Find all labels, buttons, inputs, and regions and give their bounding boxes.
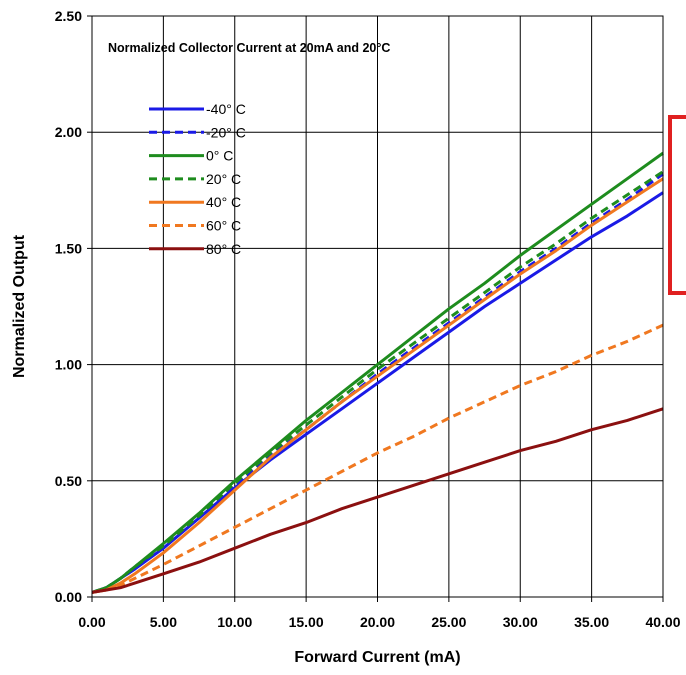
y-axis-title: Normalized Output [11,234,28,378]
legend-label-1: -20° C [206,124,246,140]
y-axis-ticks: 0.00 0.50 1.00 1.50 2.00 2.50 [55,8,92,605]
x-tick-label: 40.00 [645,614,680,630]
series-line-5 [91,323,664,594]
chart-title: Normalized Collector Current at 20mA and… [108,41,390,55]
grid [91,15,664,598]
y-tick-label: 0.00 [55,589,82,605]
series-line-3 [91,170,664,594]
x-axis-title: Forward Current (mA) [294,649,460,666]
x-tick-label: 10.00 [217,614,252,630]
legend-label-5: 60° C [206,218,241,234]
legend: -40° C -20° C 0° C 20° C 40° C 60° C 80° C [149,101,246,257]
x-axis-ticks: 0.00 5.00 10.00 15.00 20.00 25.00 30.00 35.00 40… [78,597,681,630]
series-layer [91,151,664,594]
y-tick-label: 2.00 [55,124,82,140]
x-tick-label: 30.00 [503,614,538,630]
y-tick-label: 0.50 [55,473,82,489]
red-outline-box [668,115,686,295]
legend-label-2: 0° C [206,148,233,164]
series-line-6 [91,407,664,594]
x-tick-label: 5.00 [150,614,177,630]
legend-label-0: -40° C [206,101,246,117]
x-tick-label: 35.00 [574,614,609,630]
y-tick-label: 1.00 [55,357,82,373]
legend-label-3: 20° C [206,171,241,187]
x-tick-label: 25.00 [431,614,466,630]
series-line-4 [91,177,664,594]
y-tick-label: 2.50 [55,8,82,24]
x-tick-label: 0.00 [78,614,105,630]
legend-label-6: 80° C [206,241,241,257]
x-tick-label: 20.00 [360,614,395,630]
y-tick-label: 1.50 [55,240,82,256]
series-line-2 [91,151,664,594]
series-line-0 [91,191,664,594]
legend-label-4: 40° C [206,194,241,210]
x-tick-label: 15.00 [289,614,324,630]
